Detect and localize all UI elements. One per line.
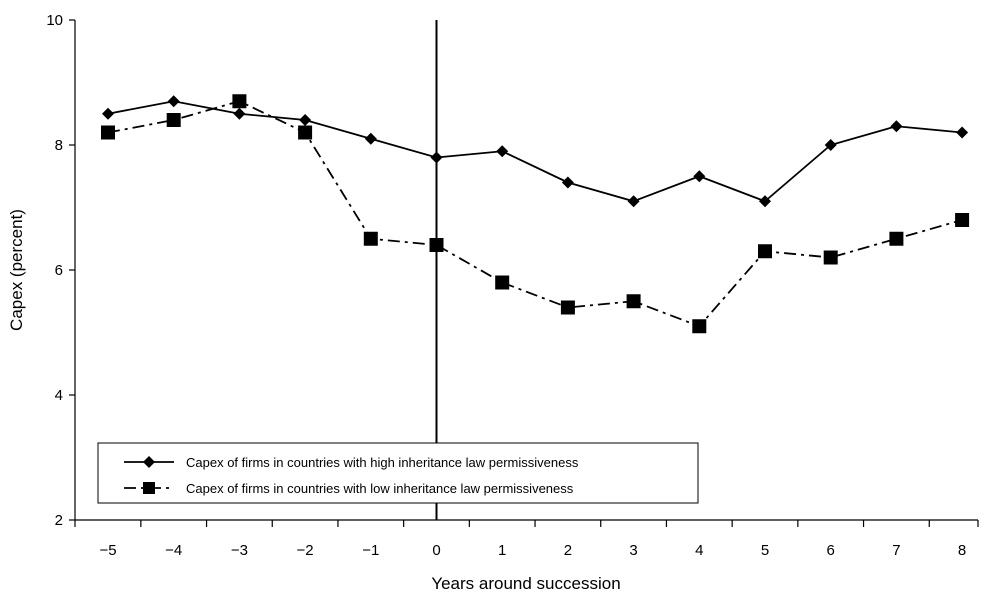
y-tick-label: 8 [55, 137, 63, 154]
x-tick-label: −5 [99, 542, 116, 559]
diamond-data-point [627, 195, 640, 208]
x-tick-label: 0 [432, 542, 440, 559]
legend-item-low: Capex of firms in countries with low inh… [124, 481, 574, 496]
diamond-data-point [890, 120, 903, 133]
legend-label-low: Capex of firms in countries with low inh… [186, 481, 574, 496]
x-ticks: −5 −4 −3 −2 −1 0 1 2 3 4 5 6 7 8 [74, 520, 979, 559]
series-line-square [107, 100, 963, 328]
diamond-data-point [299, 114, 312, 126]
legend-item-high: Capex of firms in countries with high in… [124, 455, 579, 470]
legend-diamond-marker [143, 456, 155, 468]
square-data-point [955, 213, 970, 227]
y-tick-label: 10 [46, 12, 63, 29]
x-tick-label: 8 [958, 542, 966, 559]
diamond-data-point [496, 145, 509, 158]
square-data-point [495, 275, 510, 290]
x-tick-label: −4 [165, 542, 182, 559]
square-data-point [101, 125, 115, 140]
diamond-data-point [167, 95, 180, 108]
legend-label-high: Capex of firms in countries with high in… [186, 455, 579, 470]
square-data-point [363, 231, 378, 246]
x-tick-label: 7 [892, 542, 900, 559]
diamond-data-point [364, 132, 377, 145]
y-axis-title: Capex (percent) [7, 209, 26, 331]
diamond-data-point [956, 126, 969, 139]
diamond-data-point [824, 139, 837, 151]
y-tick-label: 6 [55, 262, 63, 279]
legend-box [97, 442, 699, 504]
x-tick-label: −3 [231, 542, 248, 559]
legend: Capex of firms in countries with high in… [97, 442, 699, 504]
diamond-data-point [233, 107, 246, 120]
x-tick-label: 2 [564, 542, 572, 559]
x-tick-label: 5 [761, 542, 769, 559]
y-tick-label: 4 [55, 387, 63, 404]
y-tick-label: 2 [55, 512, 63, 529]
square-data-point [758, 244, 772, 259]
square-data-point [626, 294, 641, 309]
y-ticks: 2 4 6 8 10 [46, 12, 75, 529]
diamond-data-point [561, 176, 574, 189]
square-data-point [429, 238, 444, 252]
x-tick-label: 1 [498, 542, 506, 559]
diamond-data-point [759, 195, 771, 208]
square-data-point [298, 125, 313, 140]
x-tick-label: 4 [695, 542, 703, 559]
series-line-diamond [107, 100, 963, 203]
diamond-data-point [430, 151, 443, 164]
legend-square-marker [143, 482, 155, 494]
square-data-point [232, 94, 247, 109]
diamond-data-point [102, 107, 114, 120]
x-tick-label: 6 [827, 542, 835, 559]
x-tick-label: 3 [629, 542, 637, 559]
square-data-point [560, 300, 575, 315]
square-data-point [166, 113, 181, 127]
square-data-point [823, 250, 838, 265]
x-axis-title: Years around succession [431, 574, 620, 593]
x-tick-label: −2 [297, 542, 314, 559]
x-tick-label: −1 [362, 542, 379, 559]
square-data-point [889, 231, 904, 246]
series-layer [101, 94, 970, 334]
diamond-data-point [693, 170, 706, 183]
square-data-point [692, 319, 707, 334]
